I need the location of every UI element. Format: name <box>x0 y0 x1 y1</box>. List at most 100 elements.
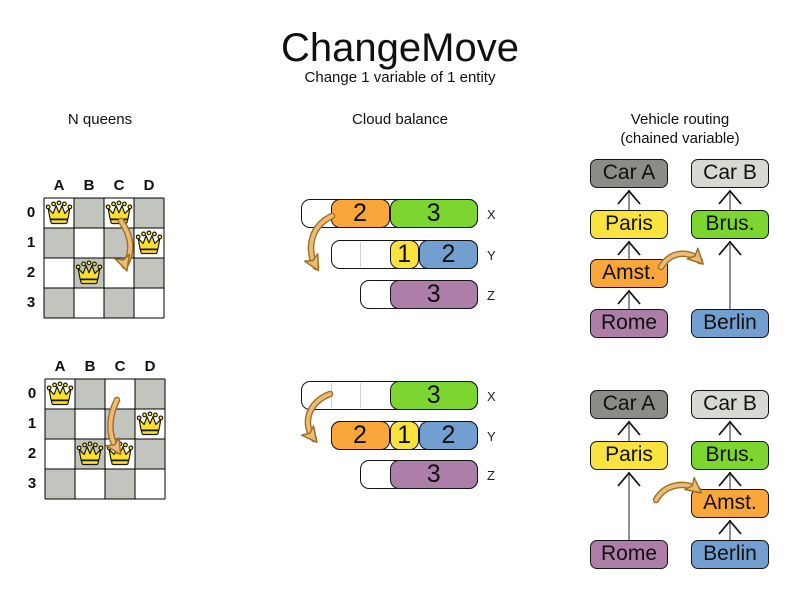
cloud-before-process-X-3: 3 <box>389 199 478 228</box>
board-before-queen-D1 <box>135 229 163 257</box>
cloud-after-process-Y-2: 2 <box>330 421 390 450</box>
chain-arrowhead <box>617 420 641 436</box>
board-after-queen-C2 <box>106 440 134 468</box>
board-after-col-header-C: C <box>114 358 126 375</box>
cloud-after-computer-label-Z: Z <box>487 468 495 483</box>
board-after-dark-cell <box>135 439 165 469</box>
vr-before-paris: Paris <box>590 210 668 239</box>
board-before-col-header-A: A <box>53 177 65 194</box>
board-before-dark-cell <box>104 288 134 318</box>
section-title-vehicle-line2: (chained variable) <box>620 130 740 147</box>
board-after-queen-B2 <box>76 440 104 468</box>
board-after-row-header-3: 3 <box>27 475 37 492</box>
board-before-dark-cell <box>44 288 74 318</box>
vr-before-amst: Amst. <box>590 259 668 288</box>
chain-arrowhead <box>718 519 742 535</box>
board-after-dark-cell <box>105 469 135 499</box>
vr-before-berlin: Berlin <box>691 309 769 338</box>
board-before-row-header-2: 2 <box>26 264 36 281</box>
queen-icon <box>75 260 103 285</box>
cloud-after-process-X-3: 3 <box>389 381 478 410</box>
cloud-after-process-Y-1: 1 <box>389 421 419 450</box>
board-after-dark-cell <box>45 409 75 439</box>
vr-after-amst: Amst. <box>691 489 769 518</box>
board-before-dark-cell <box>134 258 164 288</box>
chain-arrowhead <box>718 471 742 487</box>
vr-after-brus: Brus. <box>691 441 769 470</box>
section-title-nqueens: N queens <box>67 111 133 128</box>
move-arrow-cloud-after-head <box>300 425 318 444</box>
section-title-vehicle: Vehicle routing (chained variable) <box>598 110 762 148</box>
board-before-queen-A0 <box>45 199 73 227</box>
board-after-row-header-2: 2 <box>27 445 37 462</box>
cloud-before-process-Y-1: 1 <box>389 240 419 269</box>
vr-before-carb: Car B <box>691 159 769 188</box>
cloud-before-computer-label-X: X <box>487 207 496 222</box>
queen-icon <box>105 200 133 225</box>
vr-after-berlin: Berlin <box>691 540 769 569</box>
cloud-before-process-X-2: 2 <box>330 199 390 228</box>
board-after-row-header-0: 0 <box>27 385 37 402</box>
section-title-cloud: Cloud balance <box>352 111 448 128</box>
board-before-queen-B2 <box>75 259 103 287</box>
chain-arrowhead <box>617 189 641 205</box>
page-subtitle: Change 1 variable of 1 entity <box>304 69 496 86</box>
board-after-queen-A0 <box>46 380 74 408</box>
board-before-row-header-3: 3 <box>26 294 36 311</box>
board-after-dark-cell <box>45 469 75 499</box>
cloud-before-process-Z-3: 3 <box>389 280 478 309</box>
cloud-after-computer-label-X: X <box>487 389 496 404</box>
vr-before-rome: Rome <box>590 309 668 338</box>
board-before-col-header-D: D <box>143 177 155 194</box>
vr-after-cara: Car A <box>590 390 668 419</box>
board-before-col-header-C: C <box>113 177 125 194</box>
queen-icon <box>135 230 163 255</box>
board-after-col-header-B: B <box>84 358 96 375</box>
board-after-col-header-A: A <box>54 358 66 375</box>
chain-arrowhead <box>617 240 641 256</box>
board-before-dark-cell <box>104 228 134 258</box>
queen-icon <box>136 411 164 436</box>
cloud-before-computer-label-Z: Z <box>487 288 495 303</box>
cloud-after-computer-label-Y: Y <box>487 429 496 444</box>
move-arrow-cloud-before-head <box>303 253 320 272</box>
chain-arrowhead <box>718 420 742 436</box>
board-before-dark-cell <box>74 198 104 228</box>
cloud-after-process-Y-2: 2 <box>419 421 478 450</box>
queen-icon <box>45 200 73 225</box>
board-after-dark-cell <box>75 379 105 409</box>
cloud-after-slot-divider <box>330 383 332 408</box>
cloud-after-process-Z-3: 3 <box>389 460 478 489</box>
board-before-row-header-1: 1 <box>26 234 36 251</box>
board-after-col-header-D: D <box>144 358 156 375</box>
board-after-queen-D1 <box>136 410 164 438</box>
cloud-before-slot-divider <box>360 242 361 267</box>
cloud-before-computer-label-Y: Y <box>487 248 496 263</box>
board-before-col-header-B: B <box>83 177 95 194</box>
board-before-dark-cell <box>134 198 164 228</box>
board-after-row-header-1: 1 <box>27 415 37 432</box>
section-title-vehicle-line1: Vehicle routing <box>630 111 730 128</box>
board-before-queen-C0 <box>105 199 133 227</box>
vr-before-cara: Car A <box>590 159 668 188</box>
queen-icon <box>106 441 134 466</box>
vr-after-rome: Rome <box>590 540 668 569</box>
board-after-dark-cell <box>105 409 135 439</box>
board-before-row-header-0: 0 <box>26 204 36 221</box>
board-before-dark-cell <box>44 228 74 258</box>
cloud-before-process-Y-2: 2 <box>419 240 478 269</box>
chain-arrowhead <box>718 240 742 256</box>
chain-arrowhead <box>617 289 641 305</box>
page-title: ChangeMove <box>281 26 519 70</box>
vr-after-carb: Car B <box>691 390 769 419</box>
queen-icon <box>76 441 104 466</box>
vr-before-brus: Brus. <box>691 210 769 239</box>
board-after-dark-cell <box>135 379 165 409</box>
move-arrow-vehicle-before-head <box>686 247 704 265</box>
chain-arrowhead <box>617 471 641 487</box>
queen-icon <box>46 381 74 406</box>
chain-arrowhead <box>718 189 742 205</box>
vr-after-paris: Paris <box>590 441 668 470</box>
cloud-after-slot-divider <box>360 383 361 408</box>
